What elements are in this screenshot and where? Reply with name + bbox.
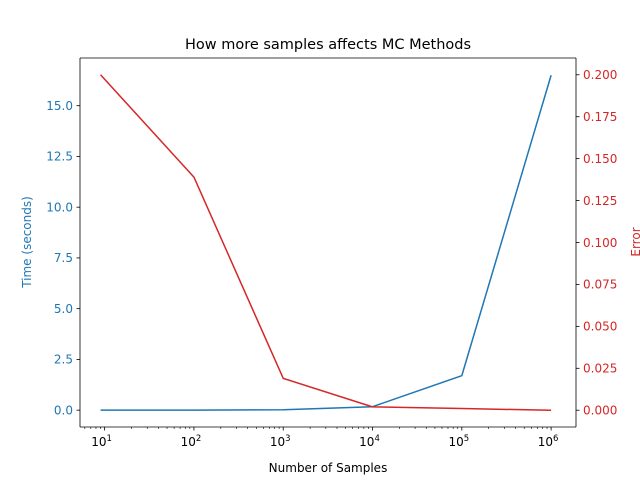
series-line-error xyxy=(99,74,552,411)
x-tick-exponent: 1 xyxy=(107,434,112,444)
x-tick-exponent: 6 xyxy=(553,434,558,444)
plot-area: 101 102 103 104 105 1060.02.55.07.510.012.515… xyxy=(46,57,617,449)
y-left-tick-label: 5.0 xyxy=(54,302,73,316)
x-axis-label: Number of Samples xyxy=(269,461,388,475)
y-right-tick-label: 0.050 xyxy=(583,320,617,334)
x-tick-label: 106 xyxy=(538,434,559,449)
x-tick-exponent: 2 xyxy=(196,434,201,444)
y-left-tick-label: 2.5 xyxy=(54,353,73,367)
x-tick-exponent: 5 xyxy=(464,434,469,444)
x-tick-label: 104 xyxy=(359,434,380,449)
x-tick-label: 101 xyxy=(91,434,112,449)
y-right-tick-label: 0.000 xyxy=(583,404,617,418)
series-line-time xyxy=(100,75,552,411)
y-left-tick-label: 7.5 xyxy=(54,251,73,265)
x-tick-exponent: 4 xyxy=(374,434,379,444)
x-tick-label: 102 xyxy=(181,434,202,449)
y-right-tick-label: 0.125 xyxy=(583,194,617,208)
chart-title: How more samples affects MC Methods xyxy=(185,37,471,53)
y-right-tick-label: 0.100 xyxy=(583,236,617,250)
x-tick-label: 105 xyxy=(448,434,469,449)
y-left-tick-label: 10.0 xyxy=(46,200,73,214)
y-right-tick-label: 0.200 xyxy=(583,68,617,82)
y-left-tick-label: 12.5 xyxy=(46,150,73,164)
y-right-tick-label: 0.175 xyxy=(583,110,617,124)
y-right-tick-label: 0.025 xyxy=(583,362,617,376)
y-right-tick-label: 0.150 xyxy=(583,152,617,166)
y-axis-label-left: Time (seconds) xyxy=(20,196,34,289)
x-tick-label: 103 xyxy=(270,434,291,449)
y-left-tick-label: 0.0 xyxy=(54,403,73,417)
y-axis-label-right: Error xyxy=(629,227,640,256)
x-tick-exponent: 3 xyxy=(285,434,290,444)
y-right-tick-label: 0.075 xyxy=(583,278,617,292)
y-left-tick-label: 15.0 xyxy=(46,99,73,113)
